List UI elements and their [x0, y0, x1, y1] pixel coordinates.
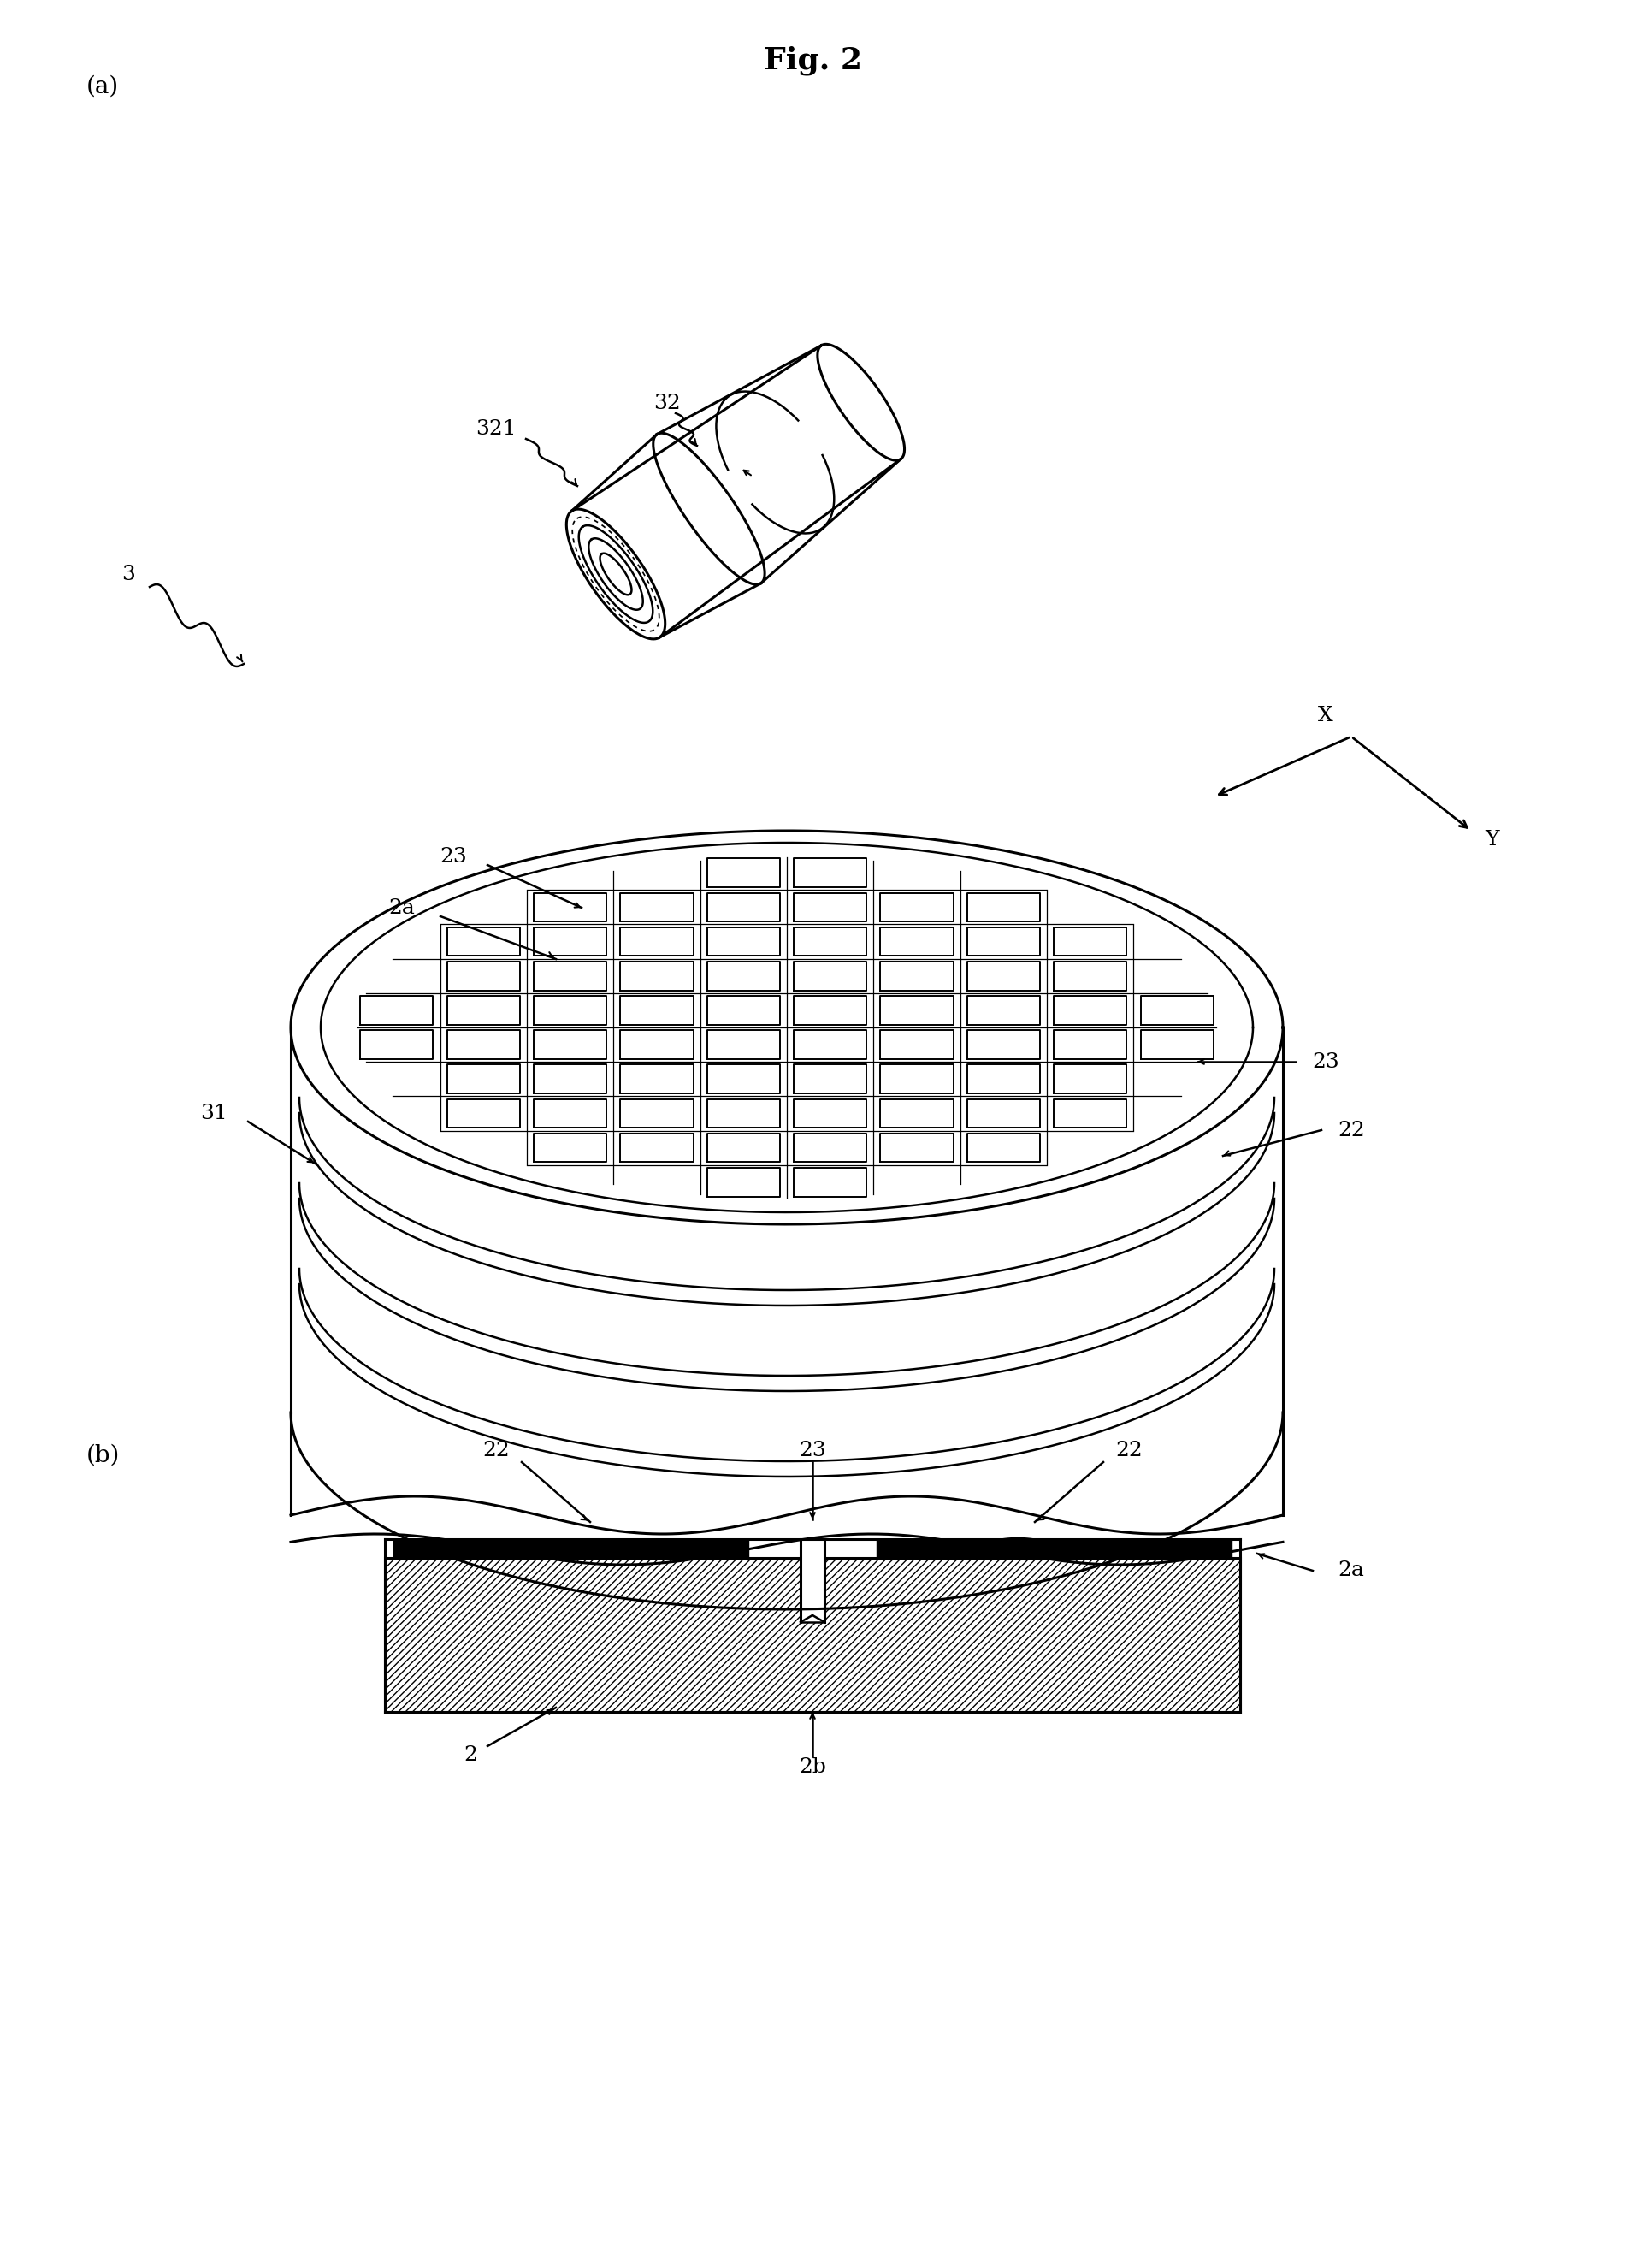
Polygon shape: [876, 1540, 1232, 1558]
Text: 23: 23: [440, 846, 466, 866]
Text: 23: 23: [1311, 1052, 1339, 1070]
Text: 2b: 2b: [800, 1758, 825, 1778]
Text: Y: Y: [1485, 830, 1500, 848]
Polygon shape: [393, 1540, 749, 1558]
Text: 22: 22: [483, 1440, 510, 1461]
Text: 321: 321: [476, 420, 517, 438]
Text: X: X: [1318, 705, 1332, 726]
Text: 2a: 2a: [1337, 1560, 1365, 1581]
Text: 22: 22: [1115, 1440, 1142, 1461]
Text: 31: 31: [200, 1102, 228, 1123]
Text: 32: 32: [653, 392, 681, 413]
Text: (b): (b): [86, 1445, 120, 1467]
Text: 2a: 2a: [388, 898, 414, 919]
Text: (a): (a): [86, 75, 119, 98]
Text: 2: 2: [463, 1744, 478, 1765]
Text: 3: 3: [122, 565, 135, 583]
Text: 23: 23: [800, 1440, 825, 1461]
Text: 22: 22: [1337, 1120, 1365, 1141]
Text: Fig. 2: Fig. 2: [764, 45, 861, 75]
Polygon shape: [385, 1558, 1240, 1712]
Polygon shape: [801, 1540, 824, 1622]
